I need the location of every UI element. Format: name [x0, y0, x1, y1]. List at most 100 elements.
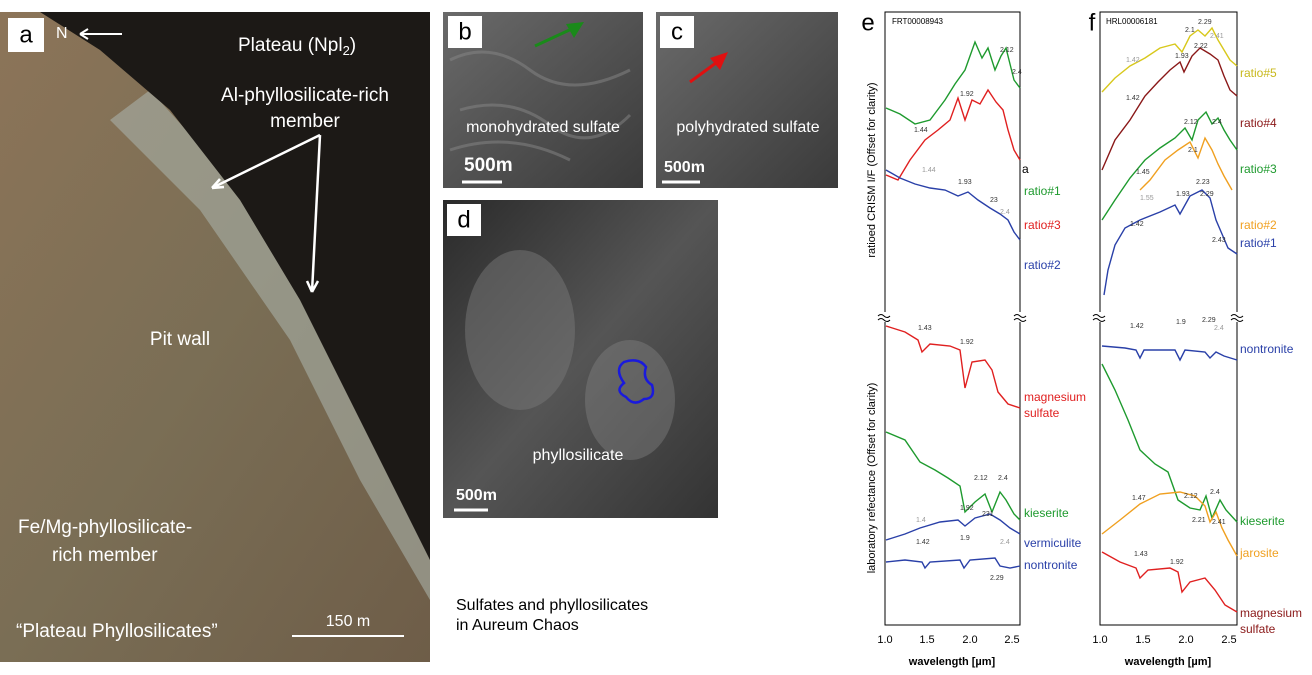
frame	[1100, 12, 1237, 625]
band-label: 2.29	[1198, 19, 1212, 26]
panel-a: a N Plateau (Npl2) Al-phyllosilicate-ric…	[0, 12, 430, 662]
band-label: 1.44	[922, 167, 936, 174]
spectrum	[886, 514, 1020, 540]
band-label: 1.42	[1126, 95, 1140, 102]
band-label: 1.9	[1176, 319, 1186, 326]
band-label: 1.55	[1140, 195, 1154, 202]
band-label: 1.44	[914, 127, 928, 134]
panel-f: f HRL00006181 1.42 2.1 2.29 2.41 1.93 2.…	[1089, 9, 1302, 668]
band-label: 1.42	[1130, 323, 1144, 330]
x-tick-label: 2.0	[1178, 634, 1193, 646]
panel-label: e	[861, 9, 874, 36]
band-label: 231	[982, 511, 994, 518]
stray-label: a	[1022, 162, 1029, 176]
texture	[465, 250, 575, 410]
y-label: ratioed CRISM I/F (Offset for clarity)	[866, 82, 878, 257]
series-label: ratio#1	[1024, 184, 1061, 198]
series-label: magnesium	[1240, 606, 1302, 620]
band-label: 2.4	[998, 475, 1008, 482]
band-label: 1.47	[1132, 495, 1146, 502]
band-label: 2.29	[1202, 317, 1216, 324]
spectrum	[886, 558, 1020, 568]
figure-caption: in Aureum Chaos	[456, 617, 579, 634]
band-label: 2.4	[1012, 69, 1022, 76]
spectrum	[886, 326, 1020, 408]
scale-label: 500m	[456, 487, 497, 504]
band-label: 2.12	[974, 475, 988, 482]
band-label: 2.41	[1212, 519, 1226, 526]
panel-label: a	[19, 21, 33, 48]
x-tick-label: 1.0	[877, 634, 892, 646]
band-label: 23	[990, 197, 998, 204]
panel-label: c	[671, 18, 683, 45]
band-label: 2.1	[1185, 27, 1195, 34]
band-label: 1.92	[960, 505, 974, 512]
band-label: 1.92	[960, 91, 974, 98]
break-mark	[878, 315, 1026, 322]
panel-e: e FRT00008943 ratioed CRISM I/F (Offset …	[861, 9, 1086, 668]
spectrum	[886, 170, 1020, 240]
panel-label: f	[1089, 9, 1096, 36]
series-label: sulfate	[1240, 622, 1276, 636]
x-tick-label: 1.5	[1135, 634, 1150, 646]
figure: a N Plateau (Npl2) Al-phyllosilicate-ric…	[0, 0, 1312, 675]
spectrum	[1102, 48, 1237, 170]
band-label: 2.22	[1194, 43, 1208, 50]
band-label: 2.12	[1184, 119, 1198, 126]
series-label: ratio#5	[1240, 66, 1277, 80]
caption: monohydrated sulfate	[466, 119, 620, 136]
series-label: magnesium	[1024, 390, 1086, 404]
break-mark	[1093, 315, 1243, 322]
band-label: 2.4	[1212, 119, 1222, 126]
spectrum	[886, 90, 1020, 180]
band-label: 1.92	[1170, 559, 1184, 566]
band-label: 1.42	[1126, 57, 1140, 64]
band-label: 2.1	[1188, 147, 1198, 154]
caption: polyhydrated sulfate	[676, 119, 819, 136]
pit-wall-label: Pit wall	[150, 329, 210, 350]
plateau-phyllo: “Plateau Phyllosilicates”	[16, 621, 218, 642]
band-label: 1.45	[1136, 169, 1150, 176]
x-label: wavelength [µm]	[908, 656, 996, 668]
x-label: wavelength [µm]	[1124, 656, 1212, 668]
plateau-label: Plateau (Npl2)	[238, 35, 356, 58]
series-label: nontronite	[1024, 558, 1078, 572]
series-label: ratio#2	[1024, 258, 1061, 272]
band-label: 1.43	[1134, 551, 1148, 558]
figure-caption: Sulfates and phyllosilicates	[456, 597, 648, 614]
band-label: 2.4	[1000, 539, 1010, 546]
band-label: 2.4	[1000, 209, 1010, 216]
band-label: 1.92	[960, 339, 974, 346]
scale-label: 150 m	[326, 613, 370, 630]
panel-c: c polyhydrated sulfate 500m	[656, 12, 838, 188]
series-label: nontronite	[1240, 342, 1294, 356]
fe-label: Fe/Mg-phyllosilicate-	[18, 517, 192, 538]
observation: FRT00008943	[892, 17, 944, 26]
al-label: Al-phyllosilicate-rich	[221, 85, 389, 106]
band-label: 2.29	[990, 575, 1004, 582]
y-label: laboratory refectance (Offset for clarit…	[866, 383, 878, 574]
band-label: 2.12	[1000, 47, 1014, 54]
observation: HRL00006181	[1106, 17, 1158, 26]
scale-label: 500m	[664, 159, 705, 176]
band-label: 1.4	[916, 517, 926, 524]
fe-label: rich member	[52, 545, 158, 566]
al-label: member	[270, 111, 340, 132]
series-label: jarosite	[1239, 546, 1279, 560]
band-label: 2.29	[1200, 191, 1214, 198]
band-label: 2.21	[1192, 517, 1206, 524]
series-label: sulfate	[1024, 406, 1060, 420]
series-label: ratio#1	[1240, 236, 1277, 250]
spectrum	[1102, 112, 1237, 220]
panel-b: b monohydrated sulfate 500m	[443, 12, 643, 188]
series-label: ratio#2	[1240, 218, 1277, 232]
band-label: 2.4	[1214, 325, 1224, 332]
series-label: ratio#3	[1024, 218, 1061, 232]
band-label: 1.42	[1130, 221, 1144, 228]
north: N	[56, 25, 68, 42]
x-tick-label: 1.5	[919, 634, 934, 646]
band-label: 2.4	[1210, 489, 1220, 496]
spectrum	[1140, 138, 1232, 190]
x-tick-label: 2.5	[1004, 634, 1019, 646]
band-label: 1.93	[958, 179, 972, 186]
